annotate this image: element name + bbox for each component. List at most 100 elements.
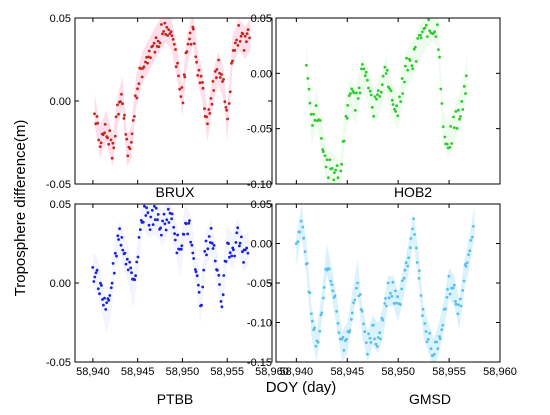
- data-point: [440, 328, 444, 332]
- data-point: [314, 344, 318, 348]
- data-point: [179, 247, 183, 251]
- data-point: [162, 212, 166, 216]
- data-point: [206, 122, 209, 126]
- data-point: [113, 134, 117, 138]
- data-point: [435, 340, 439, 344]
- data-point: [324, 165, 328, 169]
- data-point: [103, 131, 106, 135]
- data-point: [136, 255, 140, 259]
- data-point: [213, 259, 217, 263]
- data-point: [203, 250, 207, 253]
- data-point: [309, 112, 313, 116]
- data-point: [131, 119, 135, 122]
- data-point: [171, 38, 175, 41]
- data-point: [403, 80, 406, 84]
- data-point: [461, 108, 465, 111]
- data-point: [202, 268, 206, 272]
- data-point: [190, 243, 194, 247]
- data-point: [349, 92, 352, 95]
- data-point: [314, 104, 318, 107]
- data-point: [323, 154, 327, 158]
- data-point: [92, 280, 96, 283]
- data-point: [452, 283, 456, 287]
- data-point: [356, 97, 360, 100]
- data-point: [235, 38, 239, 42]
- data-point: [248, 36, 252, 40]
- data-point: [157, 45, 161, 49]
- data-point: [141, 220, 145, 224]
- data-point: [340, 162, 344, 166]
- data-point: [420, 30, 424, 34]
- data-point: [211, 80, 215, 83]
- data-point: [322, 286, 326, 289]
- y-tick-label: 0.00: [251, 68, 272, 80]
- data-points: [305, 18, 468, 182]
- data-point: [166, 207, 170, 211]
- y-tick-label: -0.10: [247, 318, 272, 330]
- data-point: [146, 211, 150, 215]
- data-point: [209, 97, 213, 100]
- data-point: [427, 18, 430, 22]
- uncertainty-band: [92, 204, 249, 333]
- data-point: [101, 298, 104, 301]
- data-point: [360, 309, 364, 313]
- data-point: [401, 92, 405, 95]
- data-point: [133, 94, 137, 98]
- data-point: [421, 314, 424, 318]
- data-point: [389, 291, 392, 295]
- data-point: [198, 81, 202, 85]
- data-point: [400, 77, 404, 80]
- data-point: [109, 286, 113, 290]
- data-point: [158, 41, 162, 45]
- data-point: [355, 286, 358, 290]
- data-point: [121, 102, 124, 106]
- data-point: [469, 239, 473, 242]
- data-point: [100, 284, 103, 287]
- data-point: [113, 251, 117, 255]
- data-point: [128, 260, 132, 264]
- data-point: [135, 260, 139, 264]
- data-point: [166, 34, 170, 37]
- data-point: [322, 296, 325, 300]
- data-point: [206, 247, 210, 251]
- panel-gmsd: 0.05 0.00 -0.05 -0.10 -0.15 58,940 58,945 58,95…: [247, 199, 517, 407]
- data-point: [160, 23, 163, 26]
- data-point: [347, 94, 351, 97]
- data-point: [370, 106, 374, 109]
- data-point: [410, 64, 414, 68]
- x-tick-label: 58,960: [483, 366, 517, 378]
- data-point: [156, 39, 160, 43]
- data-point: [457, 108, 460, 112]
- data-point: [381, 74, 385, 78]
- data-point: [186, 42, 190, 46]
- data-point: [357, 86, 361, 90]
- data-point: [399, 303, 402, 306]
- x-tick-label: 58,940: [76, 366, 110, 378]
- data-point: [150, 208, 154, 212]
- data-point: [234, 41, 237, 45]
- data-point: [383, 302, 387, 305]
- data-point: [381, 318, 385, 322]
- data-point: [395, 104, 399, 108]
- data-point: [215, 68, 219, 71]
- data-point: [173, 232, 177, 236]
- data-point: [196, 74, 200, 77]
- data-point: [121, 248, 125, 252]
- data-point: [205, 253, 208, 257]
- data-point: [215, 268, 219, 272]
- data-point: [228, 251, 232, 255]
- data-point: [137, 82, 141, 86]
- data-point: [364, 341, 368, 344]
- data-point: [207, 235, 211, 238]
- data-point: [245, 32, 249, 35]
- data-point: [210, 241, 214, 245]
- data-point: [372, 323, 375, 327]
- data-point: [413, 233, 416, 236]
- data-point: [99, 281, 102, 285]
- data-point: [400, 279, 404, 282]
- data-point: [305, 63, 308, 67]
- data-point: [186, 232, 190, 236]
- data-point: [227, 102, 231, 105]
- data-point: [133, 115, 136, 118]
- data-point: [226, 117, 230, 121]
